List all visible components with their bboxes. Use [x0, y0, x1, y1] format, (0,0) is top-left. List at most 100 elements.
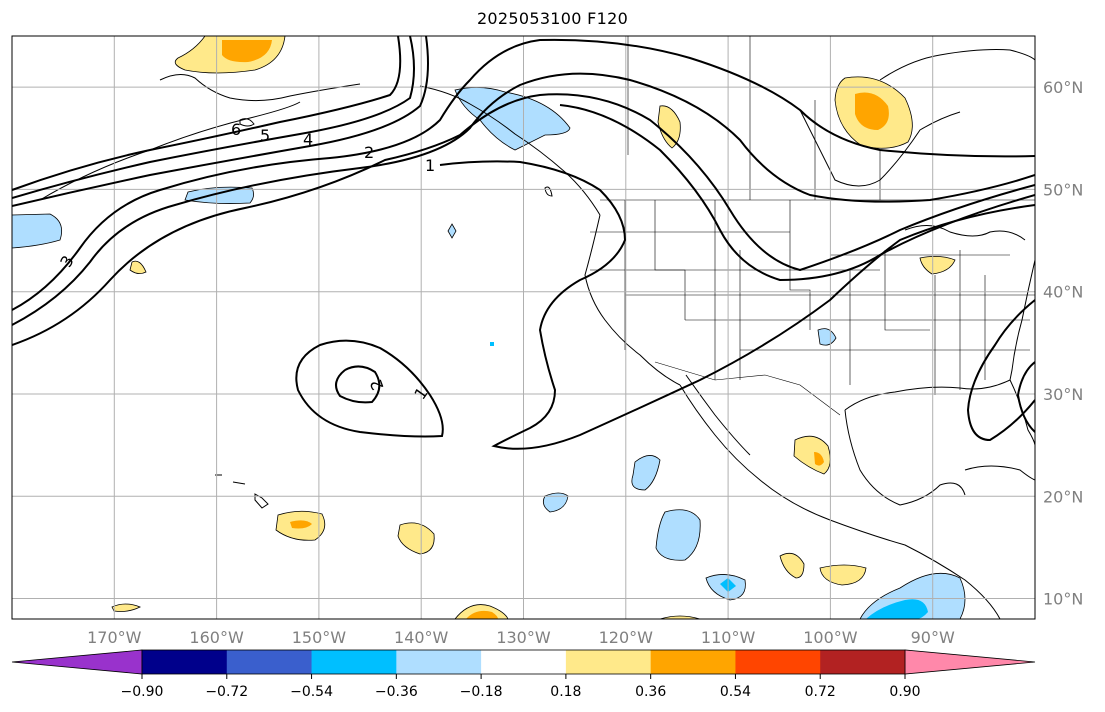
positive-anomaly-fills [111, 36, 956, 619]
lat-tick-label: 60°N [1043, 78, 1083, 97]
anomaly-fill-small-south [111, 603, 141, 612]
colorbar-tick-label: 0.18 [550, 684, 581, 700]
island-cuba [964, 465, 1035, 481]
colorbar-extend-min [11, 649, 143, 675]
colorbar-segment [650, 650, 736, 674]
contour-2-pacific [335, 365, 381, 404]
contour-1-pacific [295, 339, 444, 438]
colorbar-segment [226, 650, 313, 674]
anomaly-fill-small-dot [490, 342, 494, 346]
border-us-mexico [654, 361, 841, 416]
colorbar-segment [396, 650, 482, 674]
lat-tick-label: 40°N [1043, 283, 1083, 302]
coastline-florida [1009, 379, 1035, 446]
anomaly-fill-eastpac-1 [779, 552, 805, 579]
anomaly-fill-pacific-south [397, 522, 435, 555]
anomaly-fill-mexico-core [814, 452, 824, 466]
colorbar-segment [820, 650, 906, 674]
contour-4 [12, 36, 429, 207]
colorbar-segment [565, 650, 652, 674]
colorbar-segment [735, 650, 821, 674]
colorbar-tick-label: −0.36 [375, 684, 418, 700]
contour-2-outer [12, 93, 1035, 346]
map-frame [11, 35, 1036, 620]
lon-tick-label: 110°W [701, 628, 756, 647]
colorbar-frame [141, 649, 906, 675]
contour-5 [12, 36, 415, 199]
map-title: 2025053100 F120 [476, 9, 629, 28]
anomaly-fill-baja-sw [631, 455, 661, 491]
lon-tick-label: 100°W [803, 628, 858, 647]
colorbar-segment [311, 650, 397, 674]
contour-label-5: 5 [260, 126, 270, 145]
anomaly-fill-small-diamond [447, 223, 457, 239]
island-kodiak [239, 118, 255, 127]
contour-label-1: 1 [425, 156, 435, 175]
contour-1-east-2 [1016, 361, 1035, 433]
colorbar-tick-label: 0.54 [720, 684, 751, 700]
latitude-labels: 10°N 20°N 30°N 40°N 50°N 60°N [1043, 78, 1083, 608]
border-canada-prov [749, 36, 881, 200]
lat-tick-label: 50°N [1043, 180, 1083, 199]
contour-3-inner [12, 72, 1035, 326]
coastline-alaska-peninsula [39, 101, 301, 201]
lat-tick-label: 30°N [1043, 385, 1083, 404]
anomaly-fill-central-america-core [866, 599, 928, 619]
contour-1-main [439, 160, 1035, 450]
contour-label-6: 6 [231, 120, 241, 139]
colorbar-tick-label: 0.36 [635, 684, 666, 700]
anomaly-fill-pacific-small [129, 260, 147, 274]
colorbar-tick-label: −0.72 [205, 684, 248, 700]
anomaly-fill-southwest [817, 328, 837, 346]
anomaly-fill-pac-tropic [655, 509, 701, 561]
negative-anomaly-fills [12, 87, 966, 619]
contour-3-outer [12, 38, 1035, 311]
coastline-gulf-california [685, 374, 751, 456]
colorbar-segment [142, 650, 228, 674]
lon-tick-label: 140°W [394, 628, 449, 647]
lon-tick-label: 120°W [599, 628, 654, 647]
lat-tick-label: 20°N [1043, 487, 1083, 506]
colorbar-tick-label: −0.90 [121, 684, 164, 700]
contour-6 [12, 36, 402, 191]
anomaly-fill-west-edge [12, 213, 63, 249]
anomaly-fill-greatlakes [919, 256, 956, 275]
colorbar-tick-label: −0.18 [460, 684, 503, 700]
map-panel: 6 5 4 3 2 1 1 2 [11, 35, 1036, 620]
gridlines [12, 36, 1035, 619]
height-contours [12, 36, 1035, 450]
coastlines [39, 49, 1035, 619]
anomaly-fill-pac-east [542, 492, 569, 513]
lon-tick-label: 170°W [87, 628, 142, 647]
lon-tick-label: 90°W [911, 628, 955, 647]
coastline-alaska-gulf [419, 85, 601, 216]
anomaly-fill-eastpac-2 [819, 564, 867, 586]
coastline-gulf-mexico [844, 379, 1011, 411]
island-haida [544, 186, 553, 197]
anomaly-fill-gulf-alaska [184, 186, 254, 204]
contour-label-2: 2 [364, 143, 374, 162]
colorbar-tick-label: 0.72 [805, 684, 836, 700]
colorbar: −0.90 −0.72 −0.54 −0.36 −0.18 0.18 0.36 0.54 0.7… [11, 649, 1036, 700]
contour-2-inner [559, 104, 1035, 282]
colorbar-segment [481, 650, 567, 674]
anomaly-fill-hawaii-core [290, 520, 312, 529]
lon-tick-label: 130°W [496, 628, 551, 647]
colorbar-extend-max [904, 649, 1036, 675]
coastline-labrador [879, 49, 1035, 81]
longitude-labels: 170°W 160°W 150°W 140°W 130°W 120°W 110°W 100°W… [87, 628, 955, 647]
contour-1-east [966, 299, 1035, 442]
anomaly-fill-hudson-core [855, 92, 889, 130]
coastline-bering [159, 74, 361, 102]
coastline-us-west [584, 214, 681, 386]
anomaly-fill-bering-core [222, 40, 272, 63]
anomaly-fill-bc [657, 105, 681, 149]
colorbar-tick-label: 0.90 [889, 684, 920, 700]
contour-label-4: 4 [303, 130, 313, 149]
colorbar-tick-label: −0.54 [290, 684, 333, 700]
coastline-east-us [1009, 259, 1035, 381]
lon-tick-label: 150°W [292, 628, 347, 647]
anomaly-fill-pacific-bottom-core [466, 610, 498, 619]
lon-tick-label: 160°W [189, 628, 244, 647]
